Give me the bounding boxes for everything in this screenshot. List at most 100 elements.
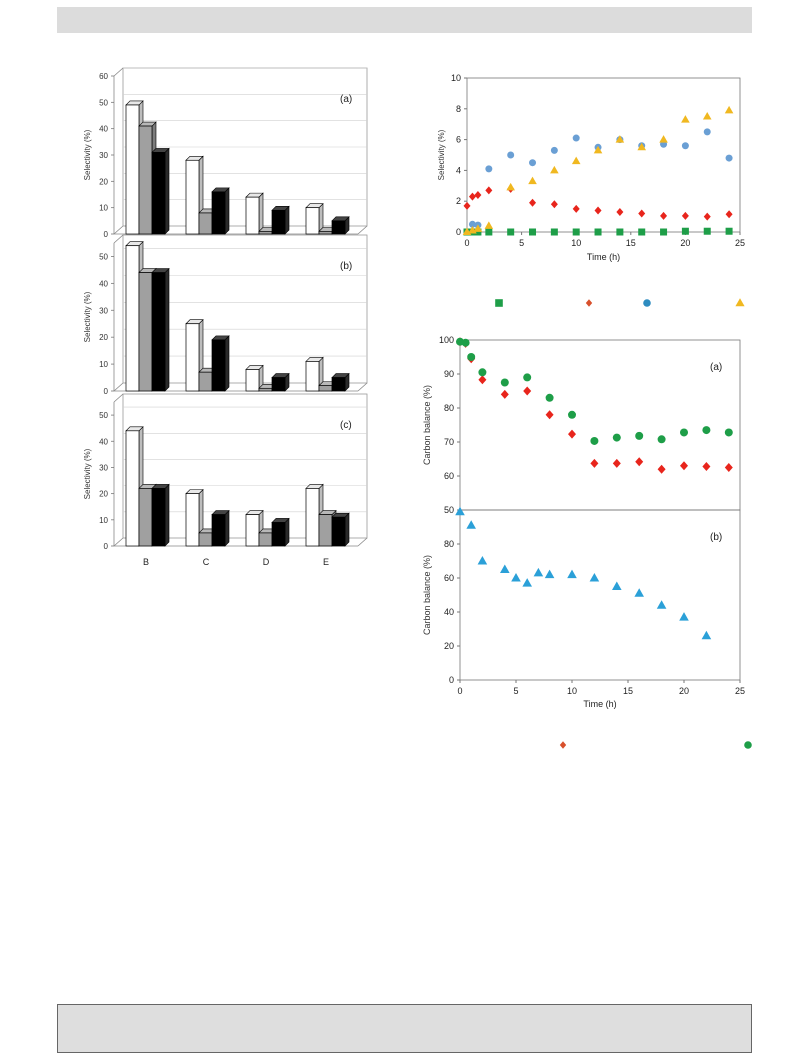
- bar: [138, 488, 153, 547]
- data-point: [550, 200, 558, 209]
- top-left-edge: [113, 393, 124, 403]
- data-point: [484, 221, 494, 229]
- x-axis-label: Time (h): [583, 699, 616, 709]
- bar: [305, 488, 320, 547]
- data-point: [635, 457, 644, 467]
- y-tick-label: 0: [456, 227, 461, 237]
- x-tick-label: 0: [464, 238, 469, 248]
- bar: [245, 196, 260, 235]
- data-point: [681, 227, 689, 235]
- bar: [331, 220, 346, 235]
- y-tick-label: 10: [99, 360, 108, 369]
- y-tick-label: 50: [99, 252, 108, 261]
- data-point: [612, 433, 621, 442]
- data-point: [635, 431, 644, 440]
- y-tick-label: 0: [104, 542, 109, 551]
- panel-label: (a): [710, 362, 722, 373]
- bar: [185, 159, 200, 235]
- bar: [318, 231, 333, 235]
- legend-marker: [643, 299, 651, 307]
- selectivity-time-chart: 0 5 10 15 20 25 0 2 4 6 8 10 Time (h) Selectivity (%): [437, 73, 745, 307]
- y-tick-label: 0: [104, 230, 109, 239]
- data-point: [702, 426, 711, 435]
- bar: [271, 209, 286, 235]
- data-point: [523, 386, 532, 396]
- legend-marker: [744, 741, 752, 749]
- data-point: [474, 228, 482, 236]
- data-point: [500, 378, 509, 387]
- data-point: [594, 206, 602, 215]
- bar: [198, 532, 213, 547]
- data-point: [680, 461, 688, 471]
- data-point: [725, 210, 733, 219]
- data-point: [533, 567, 544, 577]
- selectivity-bar-chart: 0 10 20 30 40 50 60 (a) Selectivity (%) 0 10 20 30 40…: [83, 67, 368, 567]
- data-point: [455, 506, 465, 516]
- data-point: [571, 156, 581, 165]
- plot-area: [459, 339, 741, 511]
- data-point: [478, 375, 487, 385]
- x-tick-label: 10: [567, 686, 577, 696]
- y-tick-label: 60: [444, 471, 454, 481]
- data-point: [615, 135, 625, 143]
- data-point: [634, 588, 644, 597]
- data-point: [522, 578, 532, 587]
- bar: [258, 231, 273, 235]
- data-point: [545, 410, 554, 420]
- data-point: [724, 105, 734, 114]
- data-point: [545, 393, 554, 402]
- data-point: [702, 461, 711, 471]
- data-point: [679, 612, 689, 621]
- data-point: [660, 211, 668, 220]
- bar: [258, 532, 273, 547]
- data-point: [590, 436, 599, 445]
- bar: [271, 522, 286, 547]
- bar: [185, 493, 200, 547]
- data-point: [485, 228, 493, 236]
- data-point: [657, 464, 666, 474]
- data-point: [612, 458, 621, 468]
- y-tick-label: 50: [99, 411, 108, 420]
- data-point: [550, 146, 558, 154]
- data-point: [473, 224, 483, 232]
- data-point: [616, 207, 624, 216]
- data-point: [616, 228, 624, 236]
- category-label: C: [203, 557, 210, 567]
- x-tick-label: 25: [735, 238, 745, 248]
- data-point: [500, 564, 510, 573]
- bar-side: [284, 517, 290, 547]
- bar: [318, 514, 333, 547]
- y-tick-label: 30: [99, 306, 108, 315]
- bar: [258, 387, 273, 392]
- bar: [305, 207, 320, 235]
- y-axis-label: Selectivity (%): [83, 129, 92, 180]
- y-tick-label: 0: [104, 387, 109, 396]
- bar: [271, 377, 286, 392]
- data-point: [485, 186, 493, 195]
- y-tick-label: 2: [456, 196, 461, 206]
- bar: [211, 514, 226, 547]
- back-wall: [122, 234, 368, 384]
- data-point: [702, 112, 712, 120]
- caption-box: [57, 1004, 752, 1053]
- data-point: [680, 428, 688, 437]
- bar: [211, 191, 226, 235]
- data-point: [638, 228, 646, 236]
- bar: [138, 125, 153, 235]
- y-tick-label: 20: [99, 333, 108, 342]
- y-tick-label: 100: [439, 335, 454, 345]
- bar: [198, 212, 213, 235]
- data-point: [529, 198, 537, 207]
- panel-label: (a): [340, 94, 352, 105]
- data-point: [463, 201, 471, 210]
- data-point: [478, 368, 487, 377]
- plot-area: [466, 77, 741, 233]
- y-tick-label: 40: [99, 125, 108, 134]
- data-point: [724, 463, 733, 472]
- y-tick-label: 60: [99, 72, 108, 81]
- floor-left-edge: [113, 382, 124, 392]
- data-point: [657, 435, 666, 444]
- data-point: [703, 212, 711, 221]
